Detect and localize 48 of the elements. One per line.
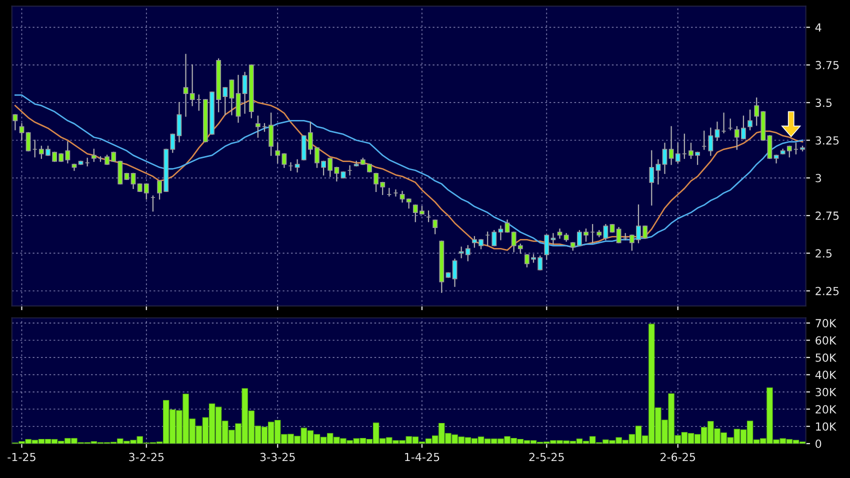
candlestick xyxy=(400,190,405,203)
y-tick-label: 20K xyxy=(816,405,836,414)
candlestick xyxy=(498,226,504,240)
y-tick-label: 3.25 xyxy=(816,136,839,145)
candlestick xyxy=(130,172,136,189)
candlestick xyxy=(183,54,188,117)
candlestick xyxy=(91,148,96,162)
candlestick xyxy=(452,258,458,287)
candlestick xyxy=(675,142,680,164)
y-tick-label: 40K xyxy=(815,370,836,380)
candlestick xyxy=(557,228,562,239)
y-tick-label: 10K xyxy=(816,422,836,431)
x-tick-label: 2-5-25 xyxy=(529,452,564,462)
y-tick-label: 2.75 xyxy=(816,212,839,220)
candlestick xyxy=(708,128,714,156)
candlestick xyxy=(504,220,510,233)
candlestick xyxy=(767,135,772,159)
candlestick xyxy=(432,220,438,234)
y-tick-label: 3.5 xyxy=(816,98,832,107)
x-tick-label: -1-25 xyxy=(8,452,36,462)
y-tick-label: 0 xyxy=(816,440,822,448)
y-tick-label: 30K xyxy=(816,388,836,396)
candlestick xyxy=(662,142,668,174)
x-tick-label: 3-2-25 xyxy=(129,452,164,462)
candlestick xyxy=(268,112,274,156)
candlestick xyxy=(26,132,31,152)
x-tick-label: 3-3-25 xyxy=(260,452,295,462)
candlestick xyxy=(668,126,674,165)
y-tick-label: 4 xyxy=(815,23,822,32)
y-tick-label: 60K xyxy=(816,336,836,345)
x-tick-label: 2-6-25 xyxy=(660,452,696,462)
candlestick xyxy=(12,114,18,130)
candlestick xyxy=(406,198,412,209)
candlestick xyxy=(176,102,182,142)
y-tick-label: 70K xyxy=(816,319,836,328)
candlestick xyxy=(255,116,260,138)
candlestick xyxy=(616,227,622,244)
candlestick xyxy=(294,159,300,172)
y-tick-label: 2.5 xyxy=(816,249,832,258)
candlestick xyxy=(190,64,195,106)
y-tick-label: 3 xyxy=(816,174,822,182)
y-tick-label: 3.75 xyxy=(816,60,839,70)
y-tick-label: 50K xyxy=(816,353,836,362)
candlestick xyxy=(236,74,241,123)
candlestick xyxy=(492,230,497,246)
x-tick-label: 1-4-25 xyxy=(405,452,440,462)
candlestick xyxy=(748,110,752,130)
y-tick-label: 2.25 xyxy=(816,286,839,296)
